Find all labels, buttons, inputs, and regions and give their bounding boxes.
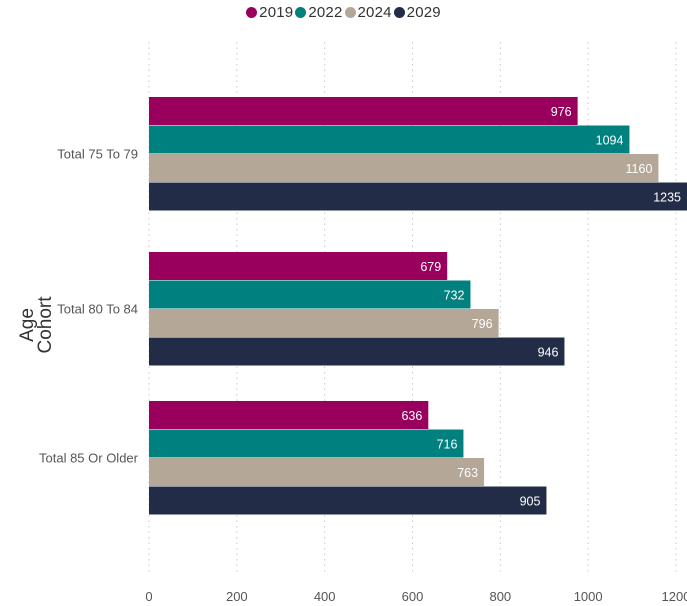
bar-value-label: 716 — [437, 437, 458, 451]
bar — [149, 252, 448, 280]
category-label: Total 85 Or Older — [39, 451, 139, 466]
x-tick-label: 1200 — [662, 589, 687, 604]
x-tick-label: 800 — [489, 589, 511, 604]
legend-swatch — [295, 7, 307, 18]
legend-label: 2022 — [308, 4, 343, 21]
bar — [149, 429, 464, 458]
y-axis-title-line: Age — [17, 308, 38, 342]
bar-value-label: 732 — [444, 288, 465, 302]
y-axis-title-line: Cohort — [35, 296, 56, 354]
bar-value-label: 946 — [538, 345, 559, 359]
x-tick-label: 400 — [314, 589, 336, 604]
legend: 2019 2022 2024 2029 — [0, 4, 687, 22]
bar-value-label: 763 — [457, 466, 478, 480]
legend-item: 2029 — [393, 4, 441, 21]
bar — [149, 97, 578, 125]
bar-value-label: 679 — [420, 260, 441, 274]
bar-value-label: 976 — [551, 105, 572, 119]
bar-value-label: 1094 — [596, 133, 624, 147]
x-tick-label: 0 — [145, 589, 152, 604]
bar-value-label: 905 — [520, 494, 541, 508]
x-tick-label: 1000 — [574, 589, 603, 604]
bar — [149, 458, 485, 486]
category-label: Total 75 To 79 — [57, 147, 138, 162]
legend-label: 2019 — [259, 4, 294, 21]
bar — [149, 401, 429, 429]
legend-label: 2024 — [357, 4, 392, 21]
bar-value-label: 636 — [401, 409, 422, 423]
bar — [149, 280, 471, 309]
legend-swatch — [393, 7, 405, 18]
bar — [149, 486, 547, 515]
bar — [149, 309, 499, 337]
legend-item: 2019 — [246, 4, 293, 21]
legend-swatch — [246, 7, 258, 18]
x-tick-label: 600 — [402, 589, 424, 604]
legend-item: 2022 — [295, 4, 342, 21]
bar-value-label: 1235 — [653, 190, 681, 204]
legend-label: 2029 — [406, 4, 441, 21]
bar — [149, 154, 659, 182]
legend-item: 2024 — [344, 4, 392, 21]
legend-swatch — [344, 7, 356, 18]
category-label: Total 80 To 84 — [57, 302, 138, 317]
bar-value-label: 1160 — [626, 162, 653, 176]
bar-value-label: 796 — [472, 317, 493, 331]
x-tick-label: 200 — [226, 589, 248, 604]
bar — [149, 182, 687, 211]
bar — [149, 125, 630, 154]
bar — [149, 337, 565, 366]
